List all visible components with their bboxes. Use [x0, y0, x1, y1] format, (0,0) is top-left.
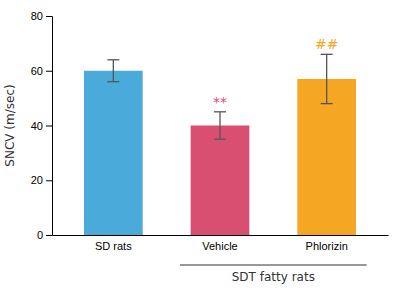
y-tick: 40	[31, 120, 52, 132]
group-label: SDT fatty rats	[232, 270, 315, 284]
error-bar	[107, 60, 119, 82]
x-tick-label: SD rats	[95, 240, 132, 252]
x-tick: SD rats	[95, 235, 132, 252]
error-bar	[214, 112, 226, 139]
marks	[84, 54, 356, 235]
bar	[191, 126, 250, 236]
y-tick: 0	[37, 229, 52, 241]
error-bar-cap	[214, 111, 226, 112]
y-tick-label: 80	[31, 10, 43, 22]
y-tick: 20	[31, 174, 52, 186]
significance-label: **	[213, 94, 227, 110]
y-tick-label: 0	[37, 229, 43, 241]
x-tick: Phlorizin	[306, 235, 348, 252]
group-bracket	[180, 265, 367, 266]
y-axis: 0 20 40 60 80	[31, 10, 53, 241]
y-tick-mark	[46, 16, 52, 17]
y-tick-mark	[46, 180, 52, 181]
error-bar	[321, 54, 333, 103]
y-tick-mark	[46, 235, 52, 236]
y-tick-label: 60	[31, 65, 43, 77]
error-bar-cap	[107, 81, 119, 82]
error-bar-stem	[326, 54, 327, 103]
x-tick-label: Phlorizin	[306, 240, 348, 252]
error-bar-cap	[321, 103, 333, 104]
x-axis: SD rats Vehicle Phlorizin	[53, 235, 389, 252]
bar	[84, 71, 143, 235]
annotations: ** ##	[213, 36, 338, 109]
error-bar-stem	[219, 112, 220, 139]
x-axis-line	[53, 235, 389, 236]
error-bar-stem	[113, 60, 114, 82]
y-tick-mark	[46, 126, 52, 127]
error-bar-cap	[107, 59, 119, 60]
y-axis-title: SNCV (m/sec)	[3, 84, 17, 166]
error-bar-cap	[321, 54, 333, 55]
chart: 0 20 40 60 80 SD rats Vehicle Phlorizin SNCV (m/…	[0, 0, 400, 297]
x-tick-label: Vehicle	[202, 240, 237, 252]
y-tick: 80	[31, 10, 52, 22]
y-axis-line	[46, 17, 53, 236]
y-tick: 60	[31, 65, 52, 77]
y-tick-label: 40	[31, 120, 43, 132]
significance-label: ##	[315, 36, 338, 52]
plot-area: 0 20 40 60 80 SD rats Vehicle Phlorizin SNCV (m/…	[3, 10, 389, 284]
error-bar-cap	[214, 139, 226, 140]
x-tick: Vehicle	[202, 235, 237, 252]
y-tick-label: 20	[31, 174, 43, 186]
y-tick-mark	[46, 71, 52, 72]
